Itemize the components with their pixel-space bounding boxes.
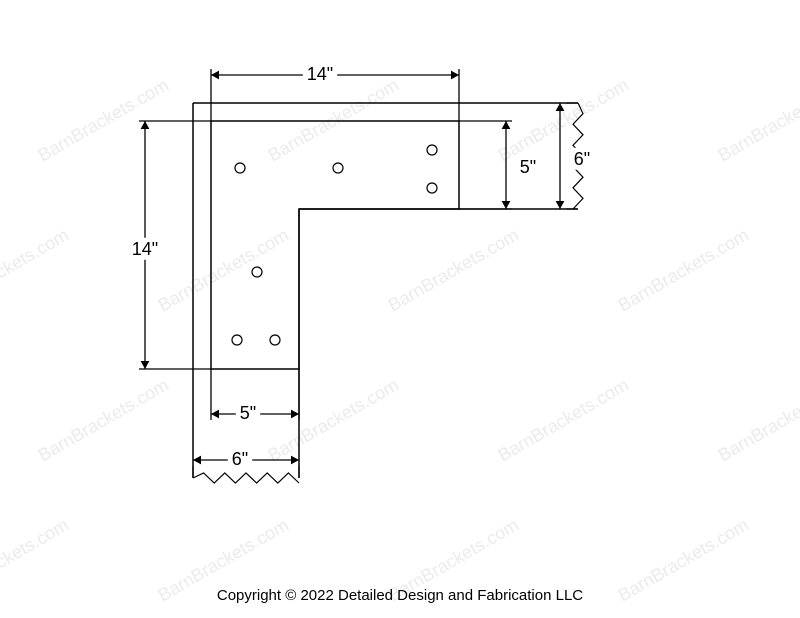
drawing-svg: 14" 14" 5" 6" 5" 6" — [0, 0, 800, 618]
svg-text:6": 6" — [232, 449, 248, 469]
svg-text:5": 5" — [520, 157, 536, 177]
copyright-text: Copyright © 2022 Detailed Design and Fab… — [0, 587, 800, 604]
drawing-stage: 14" 14" 5" 6" 5" 6" — [0, 0, 800, 618]
svg-text:14": 14" — [307, 64, 333, 84]
svg-text:5": 5" — [240, 403, 256, 423]
svg-text:14": 14" — [132, 239, 158, 259]
svg-text:6": 6" — [574, 149, 590, 169]
